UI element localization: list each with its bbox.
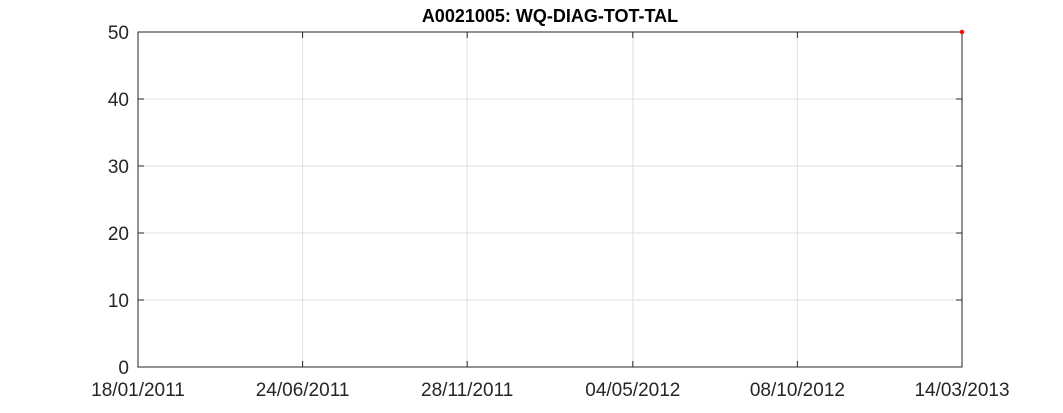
y-tick-labels: 0 10 20 30 40 50: [108, 23, 129, 379]
y-tick-label: 10: [108, 291, 129, 312]
x-tick-label: 14/03/2013: [914, 380, 1009, 401]
plot-area-frame: [137, 31, 963, 368]
y-tick-label: 20: [108, 224, 129, 245]
x-tick-labels: 18/01/2011 24/06/2011 28/11/2011 04/05/2012…: [91, 380, 1009, 401]
data-point: [959, 29, 965, 35]
x-tick-label: 18/01/2011: [91, 380, 185, 401]
y-tick-label: 0: [118, 358, 129, 379]
grid-lines: [138, 32, 962, 367]
y-tick-label: 50: [108, 23, 129, 44]
x-tick-label: 24/06/2011: [256, 380, 350, 401]
y-tick-label: 40: [108, 90, 129, 111]
tick-marks: [137, 31, 963, 368]
data-points: [959, 29, 965, 35]
x-tick-label: 28/11/2011: [421, 380, 513, 401]
x-tick-label: 04/05/2012: [585, 380, 680, 401]
y-tick-label: 30: [108, 157, 129, 178]
chart-title: A0021005: WQ-DIAG-TOT-TAL: [422, 6, 678, 26]
x-tick-label: 08/10/2012: [750, 380, 845, 401]
